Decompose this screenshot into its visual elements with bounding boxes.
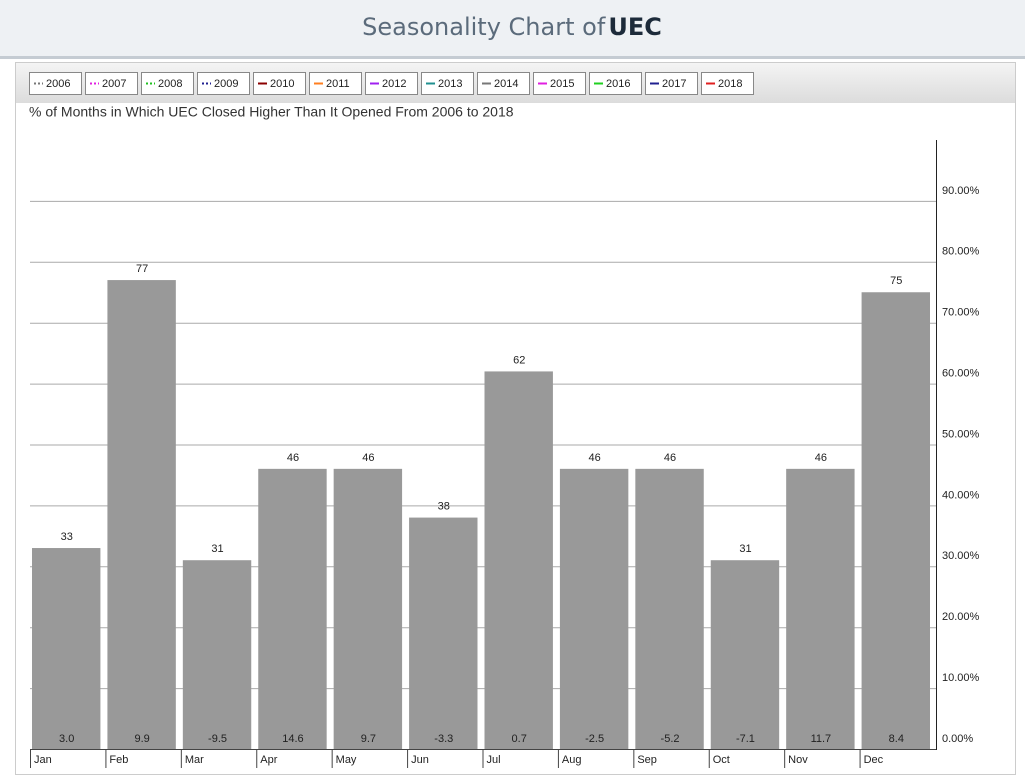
x-tick-label: Jun bbox=[411, 754, 429, 766]
legend-box bbox=[589, 72, 642, 95]
legend-label: 2009 bbox=[214, 78, 238, 90]
value-label: 31 bbox=[211, 543, 223, 555]
x-tick-label: Jan bbox=[34, 754, 52, 766]
legend-box bbox=[197, 72, 250, 95]
x-tick-label: Sep bbox=[637, 754, 657, 766]
y-tick-label: 90.00% bbox=[942, 185, 980, 197]
legend-label: 2016 bbox=[606, 78, 630, 90]
y-tick-label: 10.00% bbox=[942, 672, 980, 684]
x-tick-label: Apr bbox=[260, 754, 277, 766]
bar bbox=[710, 560, 780, 749]
legend-box bbox=[421, 72, 474, 95]
header-title: Seasonality Chart of UEC bbox=[362, 13, 662, 41]
value-label: 62 bbox=[513, 354, 525, 366]
legend-label: 2013 bbox=[438, 78, 462, 90]
value-label: 31 bbox=[739, 543, 751, 555]
legend-box bbox=[477, 72, 530, 95]
bottom-label: 9.9 bbox=[134, 733, 149, 745]
bottom-label: -9.5 bbox=[208, 733, 227, 745]
value-label: 46 bbox=[664, 452, 676, 464]
legend-label: 2011 bbox=[326, 78, 350, 90]
value-label: 46 bbox=[287, 452, 299, 464]
legend-box bbox=[141, 72, 194, 95]
legend-box bbox=[533, 72, 586, 95]
bottom-label: -7.1 bbox=[736, 733, 755, 745]
bar bbox=[786, 468, 855, 749]
value-label: 46 bbox=[815, 452, 827, 464]
legend-label: 2018 bbox=[718, 78, 742, 90]
value-label: 33 bbox=[61, 531, 73, 543]
bottom-label: -3.3 bbox=[434, 733, 453, 745]
bar bbox=[559, 468, 629, 749]
bottom-label: 0.7 bbox=[512, 733, 527, 745]
legend-box bbox=[85, 72, 138, 95]
header-symbol: UEC bbox=[608, 13, 662, 41]
bottom-label: -2.5 bbox=[585, 733, 604, 745]
bar bbox=[333, 468, 403, 749]
bar bbox=[484, 371, 553, 749]
value-label: 46 bbox=[362, 452, 374, 464]
bottom-label: 14.6 bbox=[282, 733, 303, 745]
bottom-label: 3.0 bbox=[59, 733, 74, 745]
value-label: 38 bbox=[438, 500, 450, 512]
legend-box bbox=[701, 72, 754, 95]
x-tick-label: Nov bbox=[788, 754, 808, 766]
legend-box bbox=[309, 72, 362, 95]
legend-box bbox=[253, 72, 306, 95]
bar bbox=[32, 548, 101, 749]
bottom-label: -5.2 bbox=[661, 733, 680, 745]
legend-label: 2015 bbox=[550, 78, 574, 90]
legend-label: 2007 bbox=[102, 78, 126, 90]
bar bbox=[861, 292, 930, 749]
bar bbox=[107, 280, 176, 749]
header-bg bbox=[0, 0, 1025, 57]
y-tick-label: 70.00% bbox=[942, 307, 980, 319]
bottom-label: 8.4 bbox=[889, 733, 904, 745]
x-tick-label: Feb bbox=[109, 754, 128, 766]
x-tick-label: May bbox=[336, 754, 357, 766]
bar bbox=[182, 560, 252, 749]
bar bbox=[258, 468, 327, 749]
y-tick-label: 50.00% bbox=[942, 428, 980, 440]
y-tick-label: 30.00% bbox=[942, 550, 980, 562]
value-label: 77 bbox=[136, 263, 148, 275]
y-tick-label: 20.00% bbox=[942, 611, 980, 623]
legend-label: 2017 bbox=[662, 78, 686, 90]
legend-label: 2008 bbox=[158, 78, 182, 90]
y-tick-label: 80.00% bbox=[942, 246, 980, 258]
legend-box bbox=[29, 72, 82, 95]
x-tick-label: Aug bbox=[562, 754, 582, 766]
legend-box bbox=[365, 72, 418, 95]
bottom-label: 11.7 bbox=[811, 733, 832, 745]
value-label: 75 bbox=[890, 275, 902, 287]
bottom-label: 9.7 bbox=[361, 733, 376, 745]
bar bbox=[409, 517, 478, 749]
x-tick-label: Oct bbox=[713, 754, 730, 766]
y-tick-label: 0.00% bbox=[942, 733, 973, 745]
y-tick-label: 40.00% bbox=[942, 489, 980, 501]
y-tick-label: 60.00% bbox=[942, 368, 980, 380]
header-text: Seasonality Chart of bbox=[362, 13, 606, 41]
legend-label: 2006 bbox=[46, 78, 70, 90]
bar bbox=[635, 468, 704, 749]
legend-label: 2012 bbox=[382, 78, 406, 90]
legend-box bbox=[645, 72, 698, 95]
legend-label: 2010 bbox=[270, 78, 294, 90]
x-tick-label: Dec bbox=[864, 754, 884, 766]
x-tick-label: Jul bbox=[487, 754, 501, 766]
value-label: 46 bbox=[589, 452, 601, 464]
chart-subtitle: % of Months in Which UEC Closed Higher T… bbox=[29, 104, 514, 120]
x-tick-label: Mar bbox=[185, 754, 204, 766]
legend-label: 2014 bbox=[494, 78, 518, 90]
